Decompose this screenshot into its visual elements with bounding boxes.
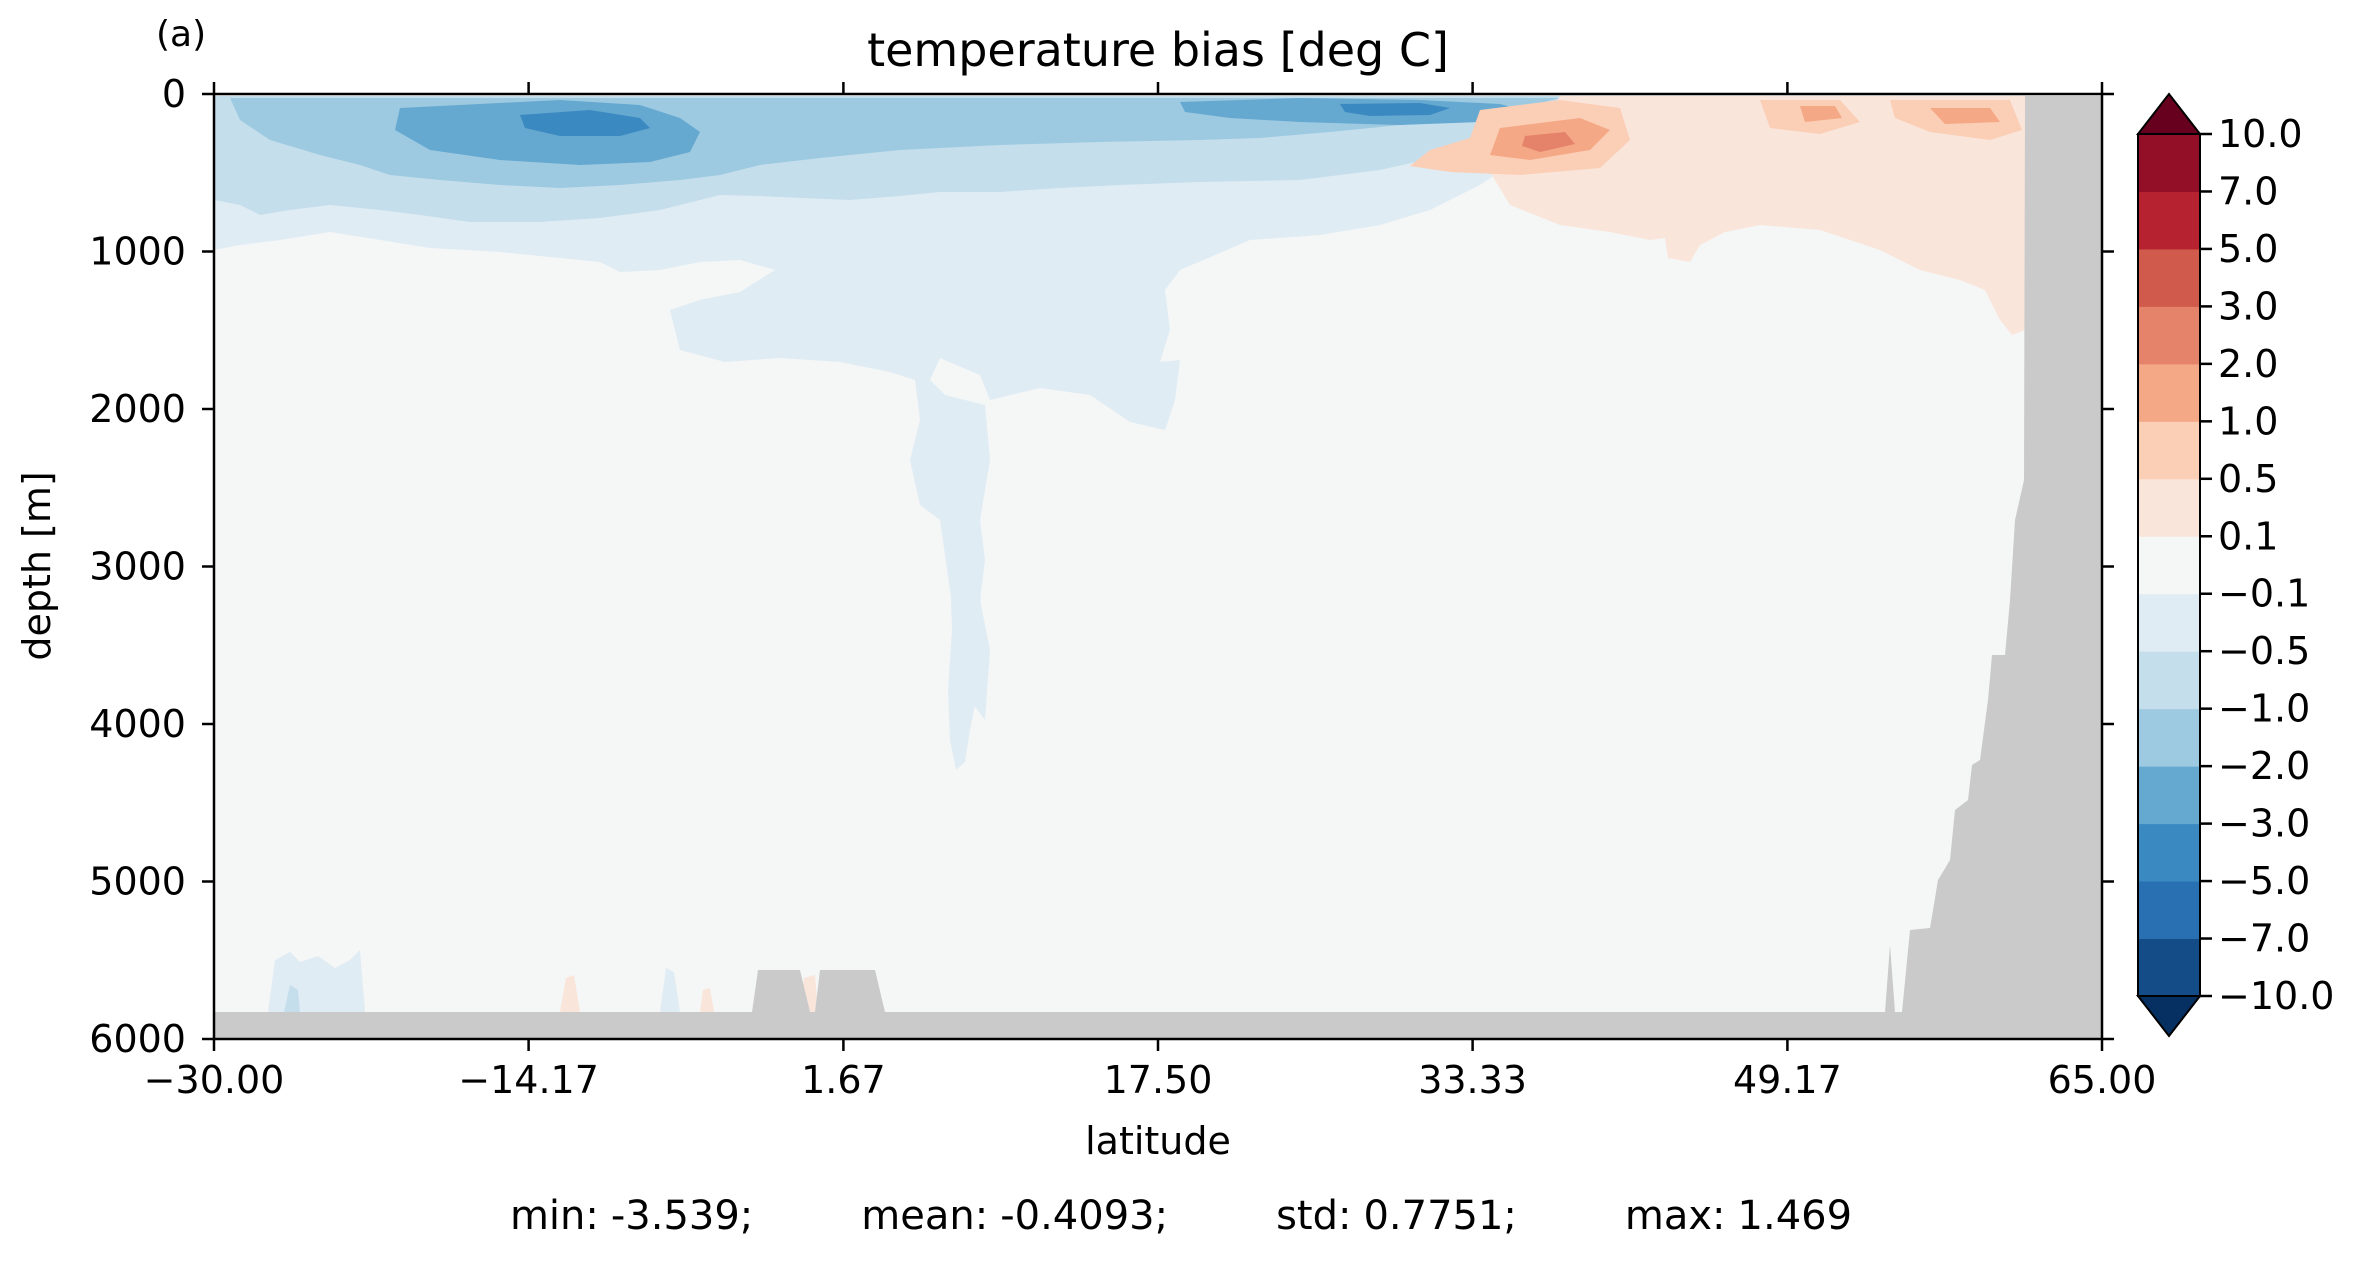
x-tick-label: 17.50 [1104, 1058, 1213, 1102]
contour-bottom-cold-2 [284, 985, 300, 1012]
colorbar-segment [2138, 363, 2200, 422]
stat-mean-label: mean: [861, 1193, 989, 1239]
x-axis: −30.00 −14.17 1.67 17.50 33.33 49.17 65.00 [144, 82, 2157, 1102]
y-axis-label: depth [m] [15, 471, 59, 660]
colorbar-segment [2138, 478, 2200, 537]
contour-warm-core [1522, 132, 1575, 152]
colorbar-segment [2138, 823, 2200, 882]
stat-std: std: 0.7751; [1276, 1193, 1517, 1243]
contour-cold-core-3 [520, 110, 650, 136]
x-tick-label: 1.67 [801, 1058, 886, 1102]
colorbar-segment [2138, 248, 2200, 307]
contour-warm-strong-2 [1800, 106, 1842, 122]
colorbar-segment [2138, 708, 2200, 767]
contour-cold-upper [214, 96, 1560, 720]
y-tick-label: 3000 [89, 545, 186, 589]
panel-label: (a) [156, 14, 206, 55]
stat-max: max: 1.469 [1625, 1193, 1852, 1243]
colorbar-segment [2138, 134, 2200, 192]
colorbar-tick-label: 2.0 [2218, 342, 2278, 386]
colorbar-segment [2138, 766, 2200, 825]
stat-min-label: min: [509, 1193, 599, 1239]
x-tick-label: −14.17 [458, 1058, 599, 1102]
x-tick-label: 65.00 [2048, 1058, 2157, 1102]
y-tick-label: 6000 [89, 1017, 186, 1061]
colorbar-extend-max [2135, 92, 2203, 135]
contour-bottom-warm-1 [560, 975, 580, 1012]
stats-line: min: -3.539; mean: -0.4093; std: 0.7751;… [0, 1193, 2362, 1243]
x-tick-label: 49.17 [1733, 1058, 1842, 1102]
colorbar-segment [2138, 421, 2200, 480]
y-tick-label: 4000 [89, 702, 186, 746]
colorbar-tick-label: 10.0 [2218, 112, 2303, 156]
colorbar-tick-label: −1.0 [2218, 687, 2310, 731]
contour-warm-weak [1490, 96, 2025, 335]
x-tick-label: 33.33 [1418, 1058, 1527, 1102]
y-tick-label: 0 [162, 72, 186, 116]
stat-std-value: 0.7751; [1363, 1193, 1517, 1239]
contour-bottom-cold-3 [660, 968, 680, 1012]
colorbar-tick-label: −3.0 [2218, 802, 2310, 846]
y-tick-label: 2000 [89, 387, 186, 431]
y-tick-label: 1000 [89, 230, 186, 274]
contour-bottom-warm-2 [700, 988, 714, 1012]
stat-mean: mean: -0.4093; [861, 1193, 1168, 1243]
x-tick-label: −30.00 [144, 1058, 285, 1102]
colorbar-tick-label: 7.0 [2218, 169, 2278, 213]
mask-bathymetry [214, 96, 2102, 1039]
colorbar: 10.0 7.0 5.0 3.0 2.0 1.0 0.5 0.1 −0.1 −0.5 −1.0 −2.… [2135, 92, 2334, 1038]
y-axis: 0 1000 2000 3000 4000 5000 6000 [89, 72, 2114, 1061]
colorbar-tick-label: 3.0 [2218, 284, 2278, 328]
colorbar-segment [2138, 938, 2200, 997]
colorbar-segment [2138, 536, 2200, 595]
stat-min-value: -3.539; [610, 1193, 754, 1239]
colorbar-tick-label: −7.0 [2218, 917, 2310, 961]
colorbar-tick-label: −2.0 [2218, 744, 2310, 788]
colorbar-segment [2138, 651, 2200, 710]
colorbar-segment [2138, 191, 2200, 250]
contour-cold-core-4 [1340, 103, 1450, 116]
colorbar-segment [2138, 306, 2200, 365]
colorbar-tick-label: −10.0 [2218, 974, 2334, 1018]
colorbar-tick-label: 5.0 [2218, 227, 2278, 271]
stat-max-value: 1.469 [1737, 1193, 1853, 1239]
colorbar-frame [2137, 133, 2201, 997]
colorbar-tick-label: −0.5 [2218, 629, 2310, 673]
stat-std-label: std: [1276, 1193, 1352, 1239]
plot-area [214, 94, 2102, 1039]
chart-title: temperature bias [deg C] [867, 23, 1449, 77]
y-tick-label: 5000 [89, 860, 186, 904]
colorbar-tick-label: −5.0 [2218, 859, 2310, 903]
stat-mean-value: -0.4093; [1000, 1193, 1169, 1239]
stat-max-label: max: [1624, 1193, 1726, 1239]
colorbar-tick-label: 1.0 [2218, 399, 2278, 443]
colorbar-extend-min [2135, 995, 2203, 1038]
colorbar-tick-label: 0.1 [2218, 514, 2278, 558]
x-axis-label: latitude [1085, 1119, 1231, 1163]
colorbar-segment [2138, 593, 2200, 652]
colorbar-tick-label: 0.5 [2218, 457, 2278, 501]
stat-min: min: -3.539; [510, 1193, 753, 1243]
colorbar-tick-label: −0.1 [2218, 572, 2310, 616]
contour-warm-strong-3 [1930, 108, 2000, 124]
contour-deep-tongue [948, 512, 982, 770]
colorbar-segment [2138, 881, 2200, 940]
